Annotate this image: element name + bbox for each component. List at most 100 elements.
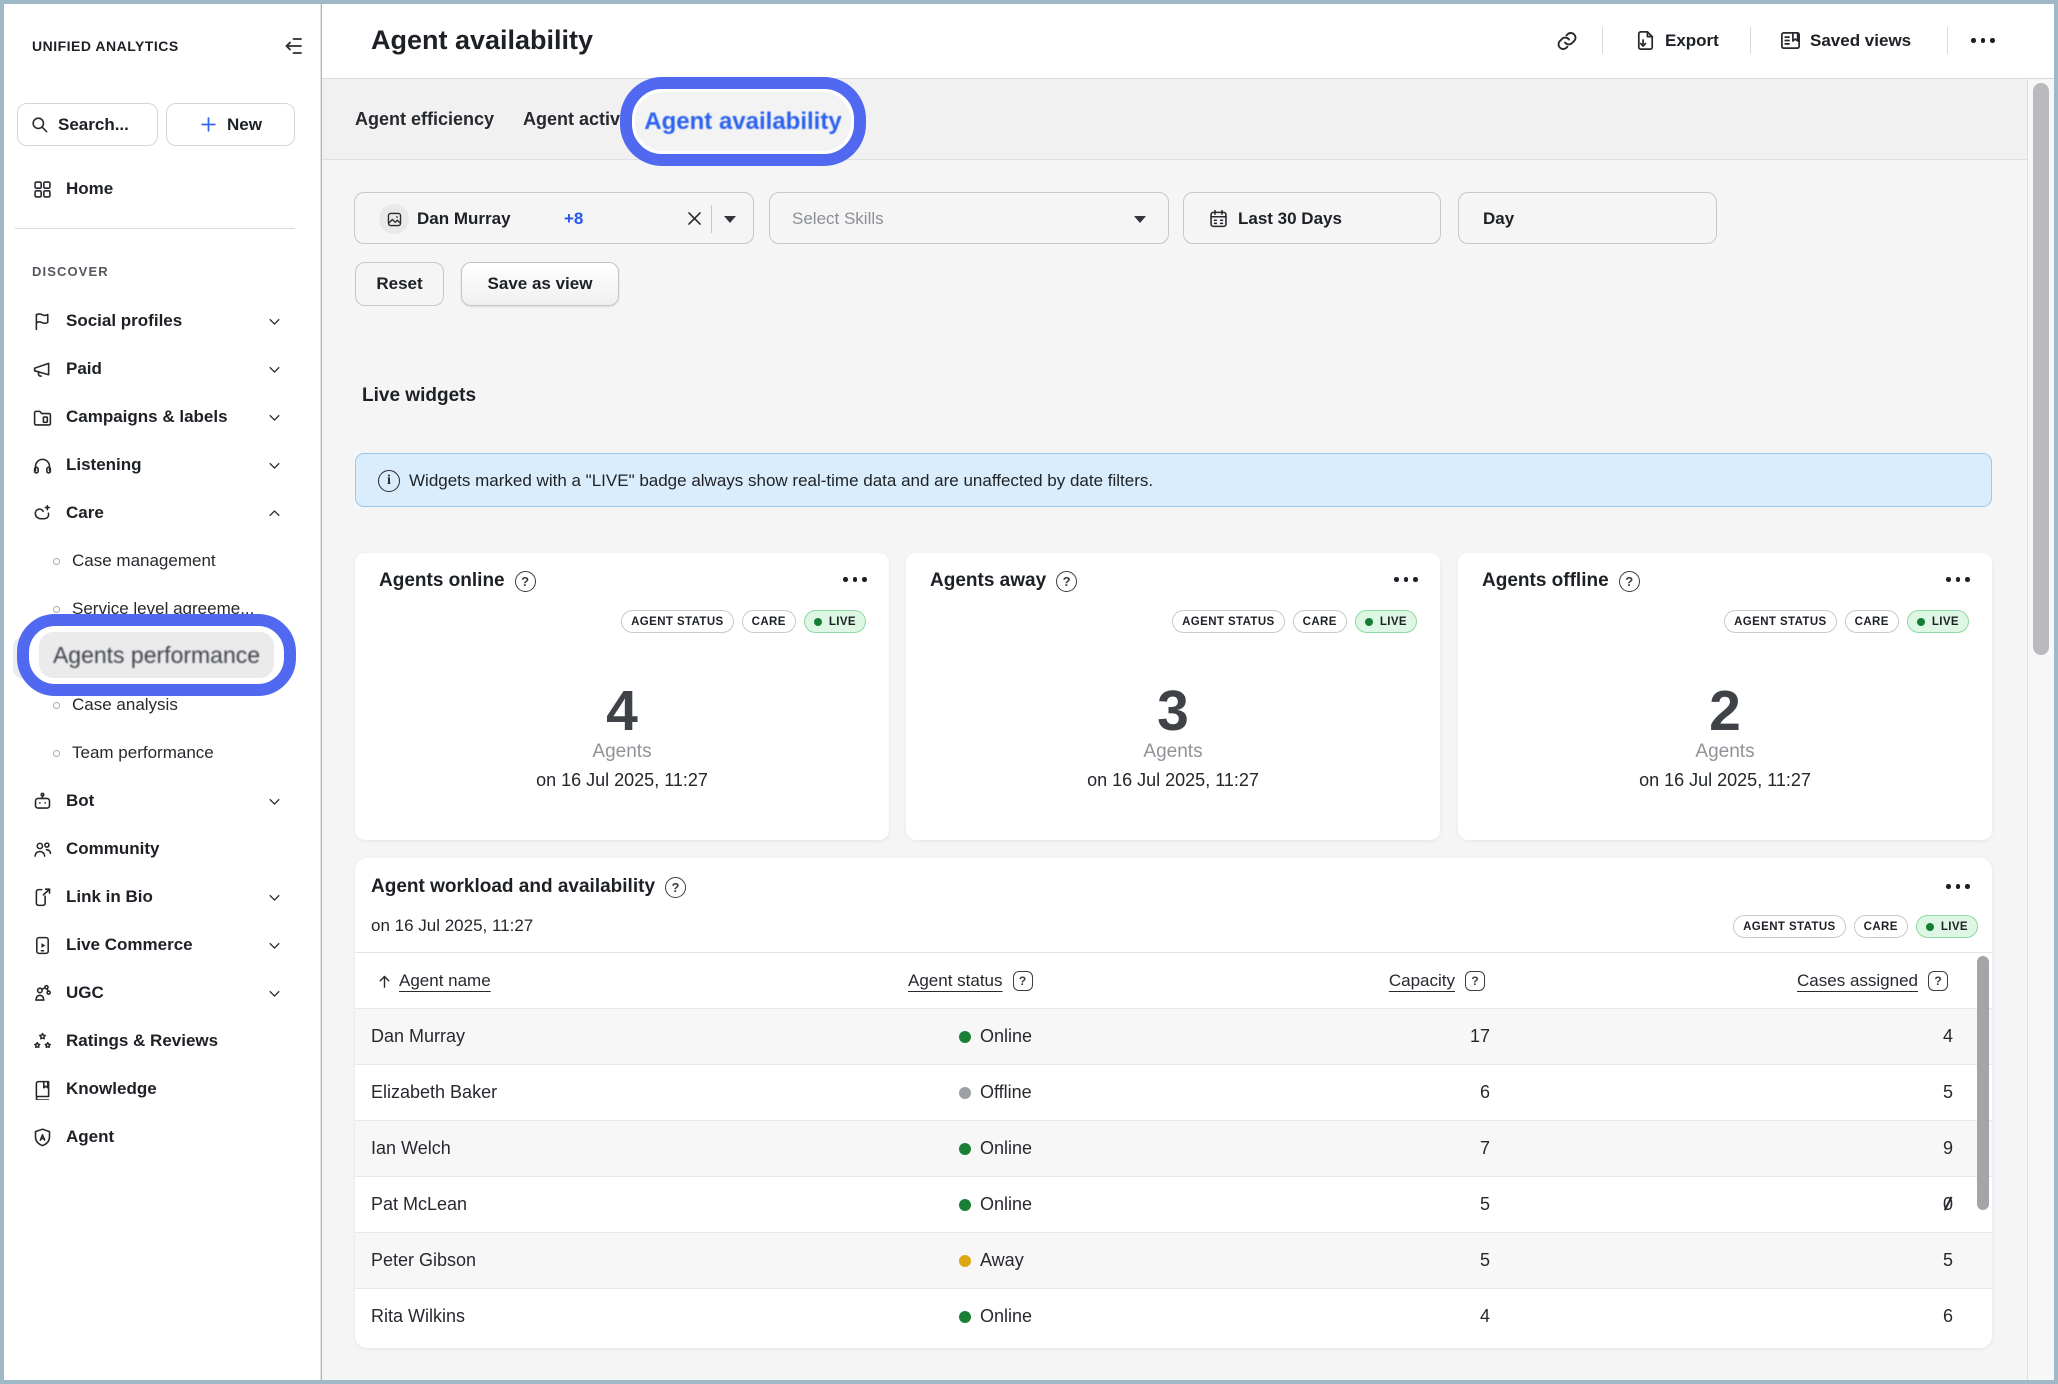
avatar xyxy=(379,204,409,234)
sidebar-item-link-in-bio[interactable]: Link in Bio xyxy=(8,873,324,921)
card-more-menu[interactable] xyxy=(843,577,867,582)
help-icon[interactable] xyxy=(1928,971,1948,991)
sidebar-item-community[interactable]: Community xyxy=(8,825,324,873)
chevron-down-icon xyxy=(267,794,282,809)
sidebar-item-social-profiles[interactable]: Social profiles xyxy=(8,297,324,345)
bullet-icon xyxy=(53,701,60,709)
skills-filter[interactable]: Select Skills xyxy=(769,192,1169,244)
sidebar-subitem-label: Team performance xyxy=(72,743,214,762)
header-more-menu[interactable] xyxy=(1971,38,1995,43)
clear-filter-icon[interactable] xyxy=(685,209,704,228)
sidebar-item-bot[interactable]: Bot xyxy=(8,777,324,825)
saved-views-button[interactable]: Saved views xyxy=(1779,29,1911,52)
brand-title: UNIFIED ANALYTICS xyxy=(32,38,179,54)
sidebar-item-case-analysis[interactable]: Case analysis xyxy=(8,681,324,729)
search-box[interactable] xyxy=(17,103,158,146)
search-input[interactable] xyxy=(58,114,148,135)
share-link-icon[interactable] xyxy=(1555,29,1579,53)
sidebar-collapse-icon[interactable] xyxy=(280,34,304,58)
card-title: Agents online xyxy=(379,570,505,591)
status-online-dot xyxy=(959,1310,971,1323)
card-more-menu[interactable] xyxy=(1394,577,1418,582)
sidebar-item-live-commerce[interactable]: Live Commerce xyxy=(8,921,324,969)
headphones-icon xyxy=(32,455,53,476)
sidebar-highlight-pill: Agents performance xyxy=(39,632,274,678)
help-icon[interactable] xyxy=(665,876,687,898)
help-icon[interactable] xyxy=(1618,570,1640,592)
card-more-menu[interactable] xyxy=(1946,577,1970,582)
column-agent-status[interactable]: Agent status xyxy=(908,971,1033,991)
live-widgets-heading: Live widgets xyxy=(362,385,477,406)
agent-filter[interactable]: Dan Murray +8 xyxy=(354,192,754,244)
new-button[interactable]: New xyxy=(166,103,295,146)
table-row[interactable]: Peter Gibson Away 5 5 xyxy=(355,1232,1992,1288)
sidebar-item-knowledge[interactable]: Knowledge xyxy=(8,1065,324,1113)
tab-agent-activity[interactable]: Agent activity xyxy=(523,109,642,129)
sidebar-item-listening[interactable]: Listening xyxy=(8,441,324,489)
table-row[interactable]: Ian Welch Online 7 9 xyxy=(355,1120,1992,1176)
table-row[interactable]: Dan Murray Online 17 4 xyxy=(355,1008,1992,1064)
help-icon[interactable] xyxy=(1012,971,1033,991)
help-icon[interactable] xyxy=(1056,570,1078,592)
widget-scrollbar-thumb[interactable] xyxy=(1977,956,1989,1210)
info-banner-text: Widgets marked with a "LIVE" badge alway… xyxy=(409,471,1154,490)
sidebar-item-label: Listening xyxy=(66,455,142,474)
export-icon xyxy=(1637,31,1654,50)
card-value: 3 xyxy=(1157,679,1189,743)
save-as-view-button[interactable]: Save as view xyxy=(461,262,619,306)
sort-ascending-icon xyxy=(379,975,390,988)
badge-agent-status: AGENT STATUS xyxy=(1724,610,1837,633)
granularity-filter[interactable]: Day xyxy=(1458,192,1717,244)
sidebar-item-agent[interactable]: Agent xyxy=(8,1113,324,1161)
saved-views-icon xyxy=(1781,31,1800,50)
reset-button[interactable]: Reset xyxy=(355,262,444,306)
table-row[interactable]: Pat McLean Online 5 0 xyxy=(355,1176,1992,1232)
status-online-dot xyxy=(959,1198,971,1211)
table-row[interactable]: Rita Wilkins Online 4 6 xyxy=(355,1288,1992,1344)
bullet-icon xyxy=(53,749,60,757)
help-icon[interactable] xyxy=(1465,971,1485,991)
sidebar-item-home[interactable]: Home xyxy=(8,165,324,213)
widget-more-menu[interactable] xyxy=(1946,884,1970,889)
card-unit: Agents xyxy=(1143,741,1203,762)
export-button[interactable]: Export xyxy=(1634,29,1719,52)
book-bookmark-icon xyxy=(32,1079,53,1100)
column-capacity[interactable]: Capacity xyxy=(1389,971,1485,991)
column-cases-assigned[interactable]: Cases assigned xyxy=(1797,971,1948,991)
folder-tag-icon xyxy=(32,407,53,428)
shield-a-icon xyxy=(32,1127,53,1148)
sidebar-item-case-management[interactable]: Case management xyxy=(8,537,324,585)
sidebar-item-team-performance[interactable]: Team performance xyxy=(8,729,324,777)
column-agent-name[interactable]: Agent name xyxy=(376,971,491,991)
sidebar-item-ratings-reviews[interactable]: Ratings & Reviews xyxy=(8,1017,324,1065)
sidebar-item-service-level-agreement[interactable]: Service level agreeme... xyxy=(8,585,324,633)
status-away-dot xyxy=(959,1254,971,1267)
badge-care: CARE xyxy=(1292,610,1347,633)
sidebar-item-care[interactable]: Care xyxy=(8,489,324,537)
table-row[interactable]: Elizabeth Baker Offline 6 5 xyxy=(355,1064,1992,1120)
card-title: Agents away xyxy=(930,570,1047,591)
ugc-network-icon xyxy=(32,983,53,1004)
page-scrollbar-thumb[interactable] xyxy=(2033,83,2049,655)
sidebar-item-paid[interactable]: Paid xyxy=(8,345,324,393)
date-range-filter[interactable]: Last 30 Days xyxy=(1183,192,1441,244)
sidebar-item-label: Ratings & Reviews xyxy=(66,1031,219,1050)
sidebar-item-label: Knowledge xyxy=(66,1079,157,1098)
sidebar-item-ugc[interactable]: UGC xyxy=(8,969,324,1017)
table-header: Agent name Agent status Capacity Cases a… xyxy=(355,952,1992,1008)
card-timestamp: on 16 Jul 2025, 11:27 xyxy=(1639,770,1811,790)
sidebar-highlight-annotation: Agents performance xyxy=(17,614,296,696)
chevron-down-icon xyxy=(267,938,282,953)
sidebar-item-label: UGC xyxy=(66,983,104,1002)
widget-timestamp: on 16 Jul 2025, 11:27 xyxy=(371,916,534,935)
chevron-down-icon xyxy=(267,314,282,329)
live-dot-icon xyxy=(1364,617,1373,626)
tab-agent-efficiency[interactable]: Agent efficiency xyxy=(355,109,495,129)
badge-live: LIVE xyxy=(1354,610,1417,633)
dropdown-caret-icon[interactable] xyxy=(1134,216,1146,223)
dropdown-caret-icon[interactable] xyxy=(724,216,736,223)
widget-title: Agent workload and availability xyxy=(371,876,656,897)
help-icon[interactable] xyxy=(514,570,536,592)
tab-highlight-text: Agent availability xyxy=(644,107,842,135)
sidebar-item-campaigns-labels[interactable]: Campaigns & labels xyxy=(8,393,324,441)
